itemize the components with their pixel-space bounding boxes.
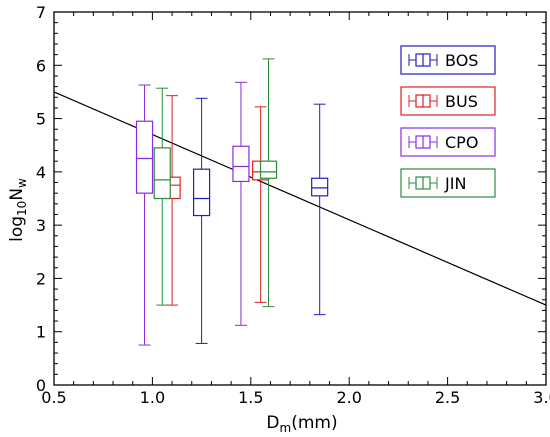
x-tick-label: 2.5 (435, 388, 460, 407)
x-axis-label-unit: (mm) (291, 413, 337, 433)
y-tick-label: 6 (36, 56, 46, 75)
legend-item-bos: BOS (400, 45, 496, 75)
boxes-layer (135, 58, 329, 346)
legend-label-cpo: CPO (445, 133, 478, 152)
x-tick-label: 1.0 (140, 388, 165, 407)
y-axis-label-main: N (7, 188, 27, 201)
y-tick-label: 2 (36, 269, 46, 288)
legend-item-cpo: CPO (400, 127, 496, 157)
box-cpo (232, 81, 250, 326)
y-axis-label-sub1: 10 (15, 201, 29, 216)
legend-label-bus: BUS (445, 92, 478, 111)
legend: BOS BUS CPO JIN (400, 45, 496, 198)
box-iqr (311, 177, 329, 197)
y-axis-label-prefix: log (7, 216, 27, 242)
legend-label-bos: BOS (445, 51, 478, 70)
x-tick-label: 1.5 (238, 388, 263, 407)
box-jin (259, 58, 278, 308)
legend-item-bus: BUS (400, 86, 496, 116)
box-bos (311, 103, 329, 316)
x-axis-label-sub: m (280, 421, 292, 435)
y-tick-label: 7 (36, 3, 46, 22)
box-iqr (232, 145, 250, 183)
y-tick-label: 4 (36, 163, 46, 182)
box-jin (153, 87, 171, 306)
x-axis-label: Dm(mm) (266, 413, 337, 435)
x-axis-label-main: D (266, 413, 279, 433)
x-tick-label: 2.0 (336, 388, 361, 407)
box-iqr (153, 147, 171, 200)
y-tick-label: 3 (36, 216, 46, 235)
x-tick-label: 3.0 (533, 388, 550, 407)
y-tick-label: 1 (36, 323, 46, 342)
y-axis-label-sub2: w (15, 178, 29, 188)
legend-item-jin: JIN (400, 168, 496, 198)
y-tick-label: 0 (36, 376, 46, 395)
x-tick-label: 0.5 (41, 388, 66, 407)
box-bos (193, 97, 211, 344)
box-iqr (135, 120, 154, 194)
legend-label-jin: JIN (444, 174, 466, 193)
box-iqr (259, 160, 278, 179)
axes-layer: 0.5 1.0 1.5 2.0 2.5 3.0 0 1 2 3 4 5 6 7 (36, 3, 550, 407)
box-iqr (193, 168, 211, 217)
y-tick-label: 5 (36, 110, 46, 129)
y-axis-label: log10Nw (7, 178, 29, 242)
box-cpo (135, 84, 154, 346)
